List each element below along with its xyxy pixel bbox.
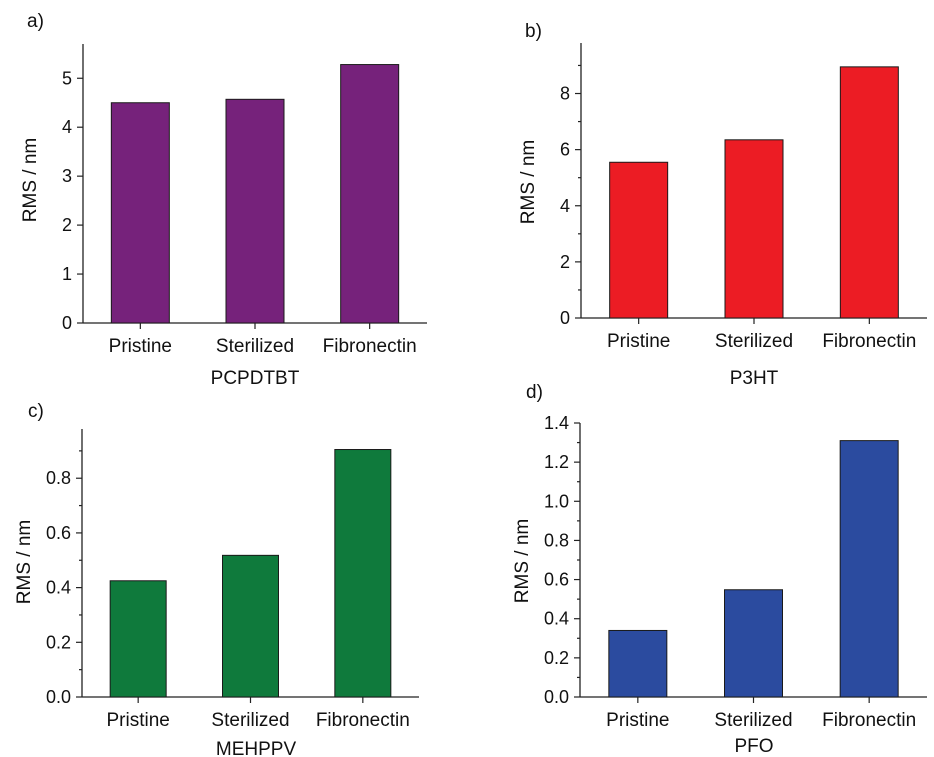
y-tick-label: 0.4 xyxy=(46,578,71,598)
y-tick-label: 2 xyxy=(62,215,72,235)
y-tick-label: 0.4 xyxy=(544,609,569,629)
bar-sterilized xyxy=(222,554,279,698)
category-label: Fibronectin xyxy=(323,336,417,357)
category-label: Sterilized xyxy=(216,336,294,357)
y-tick-label: 1.4 xyxy=(544,413,569,433)
category-label: Sterilized xyxy=(211,710,289,731)
category-label: Sterilized xyxy=(714,710,792,731)
y-tick-label: 0.8 xyxy=(544,530,569,550)
y-tick-label: 2 xyxy=(560,252,570,272)
y-tick-label: 0.2 xyxy=(544,648,569,668)
chart-panel-c: c) 0.0 0.2 0.4 0.6 0.8 Pristine Sterilized Fibro… xyxy=(14,401,419,757)
x-axis-title: PFO xyxy=(734,736,773,757)
bar-sterilized xyxy=(724,139,784,319)
panel-label: c) xyxy=(28,401,44,422)
bar-sterilized xyxy=(225,98,285,324)
bar-fibronectin xyxy=(839,440,899,698)
y-tick-label: 5 xyxy=(62,68,72,88)
y-tick-label: 6 xyxy=(560,140,570,160)
y-tick-label: 0 xyxy=(62,313,72,333)
bar-pristine xyxy=(109,580,167,698)
category-label: Fibronectin xyxy=(822,331,916,352)
chart-panel-a: a) 0 1 2 3 4 5 Pristine Sterilized Fibronectin PCP… xyxy=(20,11,427,389)
bar-fibronectin xyxy=(334,449,392,698)
panel-label: a) xyxy=(27,11,44,32)
bar-pristine xyxy=(608,629,668,698)
category-label: Pristine xyxy=(109,336,172,357)
y-tick-label: 1.2 xyxy=(544,452,569,472)
y-tick-label: 0.0 xyxy=(544,687,569,707)
y-axis-title: RMS / nm xyxy=(518,140,539,224)
category-label: Fibronectin xyxy=(822,710,916,731)
y-tick-label: 1.0 xyxy=(544,491,569,511)
bar-fibronectin xyxy=(839,66,899,319)
bar-fibronectin xyxy=(340,64,400,324)
y-tick-label: 0 xyxy=(560,308,570,328)
x-axis-title: PCPDTBT xyxy=(211,368,300,389)
panel-label: d) xyxy=(526,382,543,403)
y-tick-label: 4 xyxy=(62,117,72,137)
bar-sterilized xyxy=(724,589,783,698)
y-axis-title: RMS / nm xyxy=(14,520,35,604)
y-tick-label: 8 xyxy=(560,84,570,104)
y-tick-label: 0.2 xyxy=(46,632,71,652)
x-axis-title: MEHPPV xyxy=(216,739,297,757)
y-axis-title: RMS / nm xyxy=(512,519,533,603)
y-tick-label: 1 xyxy=(62,264,72,284)
y-tick-label: 3 xyxy=(62,166,72,186)
chart-panel-d: d) 0.0 0.2 0.4 0.6 0.8 1.0 1.2 1.4 Pristine Steril… xyxy=(512,382,927,757)
category-label: Pristine xyxy=(607,331,670,352)
x-axis-title: P3HT xyxy=(730,368,779,389)
panel-label: b) xyxy=(525,21,542,42)
y-tick-label: 0.6 xyxy=(544,570,569,590)
bar-pristine xyxy=(609,161,669,319)
category-label: Fibronectin xyxy=(316,710,410,731)
y-axis-title: RMS / nm xyxy=(20,138,41,222)
category-label: Pristine xyxy=(106,710,169,731)
y-tick-label: 0.6 xyxy=(46,523,71,543)
bar-pristine xyxy=(110,102,170,324)
y-tick-label: 0.8 xyxy=(46,468,71,488)
chart-panel-b: b) 0 2 4 6 8 Pristine Sterilized Fibronectin P3HT… xyxy=(518,21,927,389)
category-label: Pristine xyxy=(606,710,669,731)
y-tick-label: 0.0 xyxy=(46,687,71,707)
y-tick-label: 4 xyxy=(560,196,570,216)
category-label: Sterilized xyxy=(715,331,793,352)
